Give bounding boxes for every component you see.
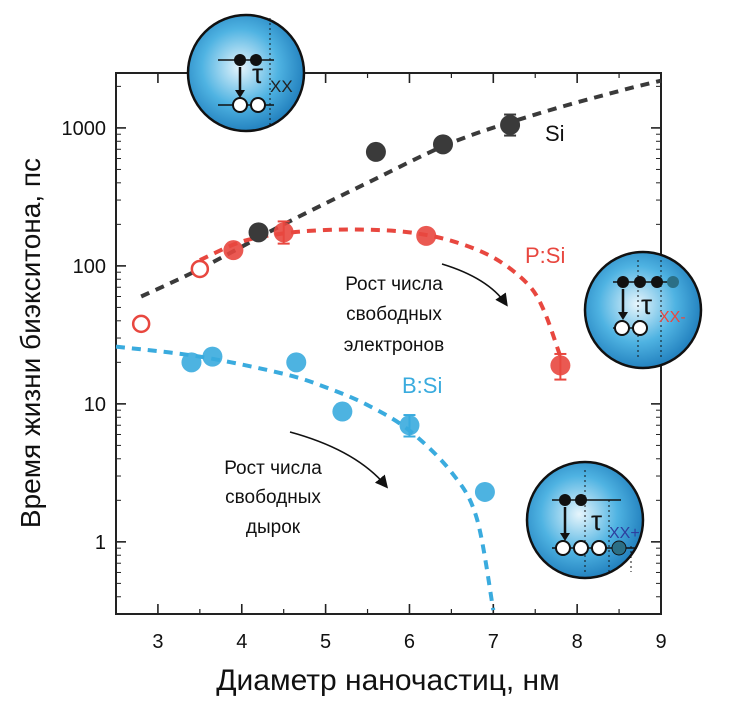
- inset-tau-label: τ: [591, 505, 602, 536]
- data-point: [474, 481, 495, 502]
- y-axis-label: Время жизни биэкситона, пс: [15, 158, 46, 528]
- annotation-electrons-line: свободных: [346, 304, 442, 325]
- x-axis-label: Диаметр наночастиц, нм: [216, 664, 560, 697]
- data-point: [433, 134, 453, 155]
- inset-biexciton-neutral: τ XX: [186, 13, 306, 133]
- x-tick-label: 4: [236, 631, 247, 653]
- annotation-holes-line: дырок: [246, 517, 301, 538]
- data-point-open: [131, 314, 151, 334]
- data-point: [273, 222, 294, 243]
- data-point: [550, 355, 571, 376]
- data-point: [332, 401, 353, 422]
- data-point: [181, 352, 202, 373]
- data-point: [416, 225, 437, 246]
- x-tick-label: 6: [404, 631, 415, 653]
- annotation-electrons-line: Рост числа: [345, 274, 443, 295]
- arrow-electrons: [441, 263, 508, 307]
- data-points: [131, 113, 571, 502]
- inset-tau-subscript: XX+: [609, 525, 640, 542]
- annotation-electrons: Рост числа свободных электронов: [344, 274, 444, 356]
- inset-biexciton-negative: τ XX-: [583, 250, 703, 370]
- x-tick-label: 5: [320, 631, 331, 653]
- series-label-si: Si: [545, 121, 565, 146]
- series-label-bsi: B:Si: [402, 373, 442, 398]
- y-tick-label: 1000: [62, 118, 107, 140]
- arrow-holes: [289, 431, 389, 489]
- data-point-open: [190, 259, 210, 279]
- series-label-psi: P:Si: [525, 243, 565, 268]
- fit-curve-0: [140, 78, 662, 299]
- data-point: [500, 114, 521, 135]
- y-tick-label: 10: [84, 394, 106, 416]
- annotation-holes-line: свободных: [225, 487, 321, 508]
- inset-biexciton-positive: τ XX+: [525, 460, 645, 580]
- data-point: [399, 415, 420, 436]
- inset-tau-subscript: XX: [270, 77, 293, 96]
- fit-curve-1: [199, 227, 563, 358]
- x-tick-label: 3: [152, 631, 163, 653]
- y-tick-label: 100: [73, 256, 106, 278]
- data-point: [223, 240, 244, 261]
- data-point: [286, 352, 307, 373]
- annotation-holes: Рост числа свободных дырок: [224, 458, 322, 538]
- x-tick-label: 7: [488, 631, 499, 653]
- data-point: [248, 222, 269, 243]
- annotation-holes-line: Рост числа: [224, 458, 322, 479]
- y-tick-label: 1: [95, 532, 106, 554]
- x-tick-label: 8: [572, 631, 583, 653]
- inset-tau-label: τ: [252, 58, 263, 89]
- inset-tau-subscript: XX-: [659, 309, 686, 326]
- inset-tau-label: τ: [641, 289, 652, 320]
- x-tick-label: 9: [655, 631, 666, 653]
- annotation-electrons-line: электронов: [344, 335, 444, 356]
- data-point: [202, 346, 223, 367]
- data-point: [365, 141, 386, 162]
